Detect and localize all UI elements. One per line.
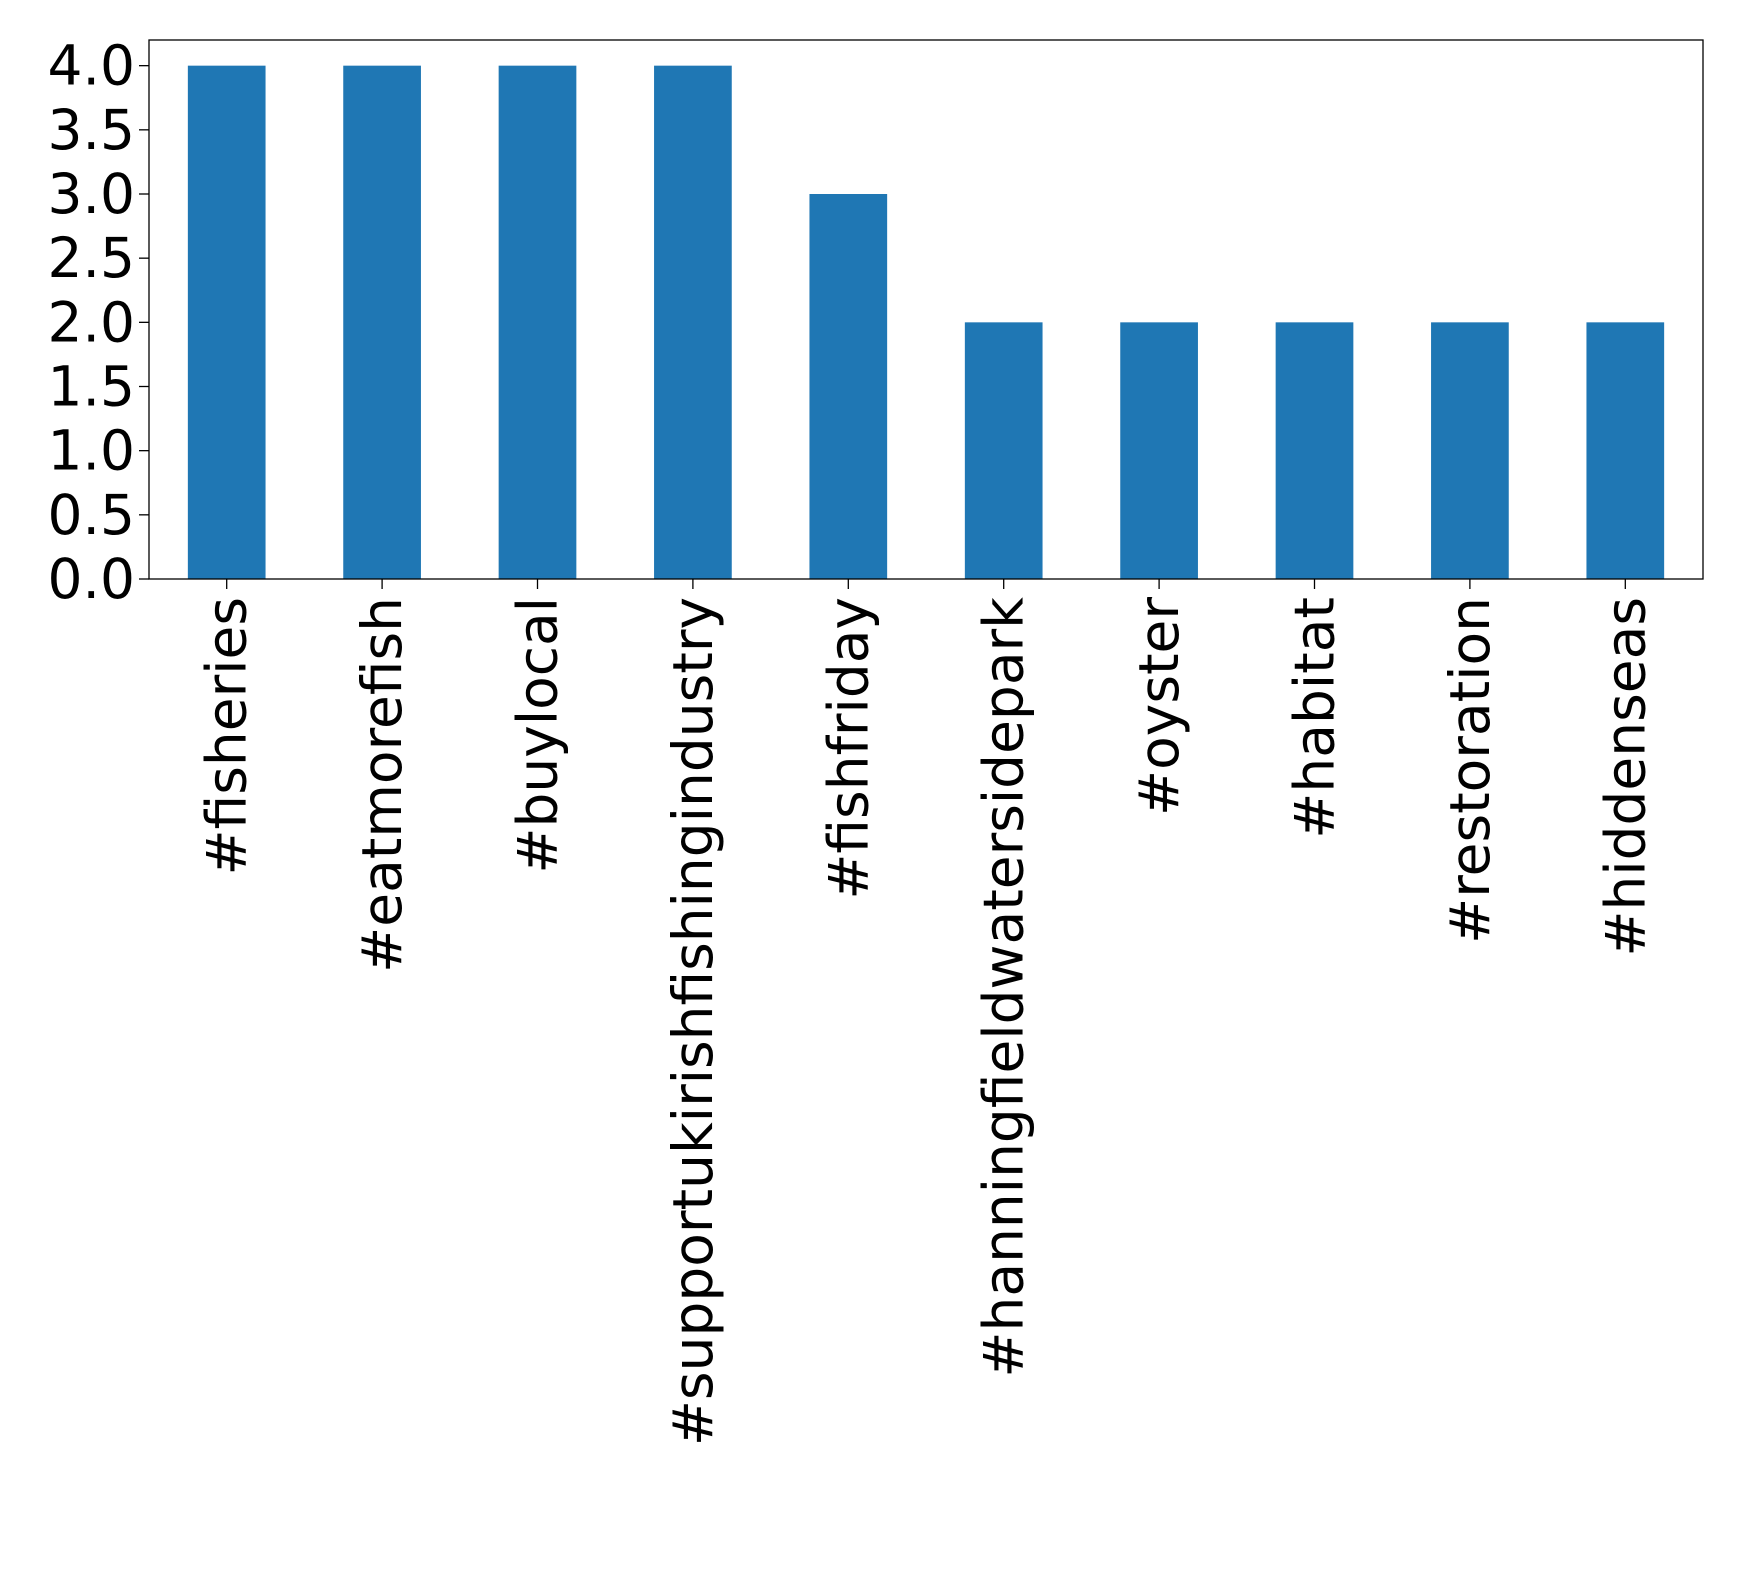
y-axis: 0.00.51.01.52.02.53.03.54.0 (48, 34, 149, 611)
y-tick-label: 1.5 (48, 355, 135, 419)
x-tick-label: #restoration (1438, 597, 1502, 944)
x-axis: #fisheries #eatmorefish #buylocal #supportu… (195, 579, 1657, 1446)
bar-fishfriday (809, 194, 888, 579)
y-tick-label: 0.5 (48, 483, 135, 547)
bar-buylocal (498, 65, 577, 579)
y-tick-label: 4.0 (48, 34, 135, 98)
x-tick-label: #oyster (1127, 597, 1191, 816)
bar-hiddenseas (1586, 322, 1665, 579)
y-tick-label: 1.0 (48, 419, 135, 483)
x-tick-label: #supportukirishfishingindustry (661, 597, 725, 1446)
plot-frame (148, 39, 1704, 580)
bar-oyster (1120, 322, 1198, 579)
y-tick-label: 2.5 (48, 226, 135, 290)
x-tick-label: #hiddenseas (1593, 597, 1657, 957)
bar-restoration (1431, 322, 1509, 579)
x-tick-label: #hanningfieldwatersidepark (972, 597, 1036, 1378)
bar-habitat (1275, 322, 1354, 579)
x-tick-label: #fisheries (195, 597, 259, 875)
bar-hanningfieldwatersidepark (964, 322, 1043, 579)
bars-group (187, 65, 1665, 579)
x-tick-label: #fishfriday (816, 597, 880, 900)
bar-supportukirishfishingindustry (654, 65, 732, 579)
y-tick-label: 3.0 (48, 162, 135, 226)
x-tick-label: #habitat (1283, 597, 1347, 839)
y-tick-label: 0.0 (48, 547, 135, 611)
x-tick-label: #eatmorefish (350, 597, 414, 973)
bar-fisheries (187, 65, 266, 579)
y-tick-label: 2.0 (48, 290, 135, 354)
x-tick-label: #buylocal (506, 597, 570, 874)
y-tick-label: 3.5 (48, 98, 135, 162)
bar-eatmorefish (343, 65, 421, 579)
